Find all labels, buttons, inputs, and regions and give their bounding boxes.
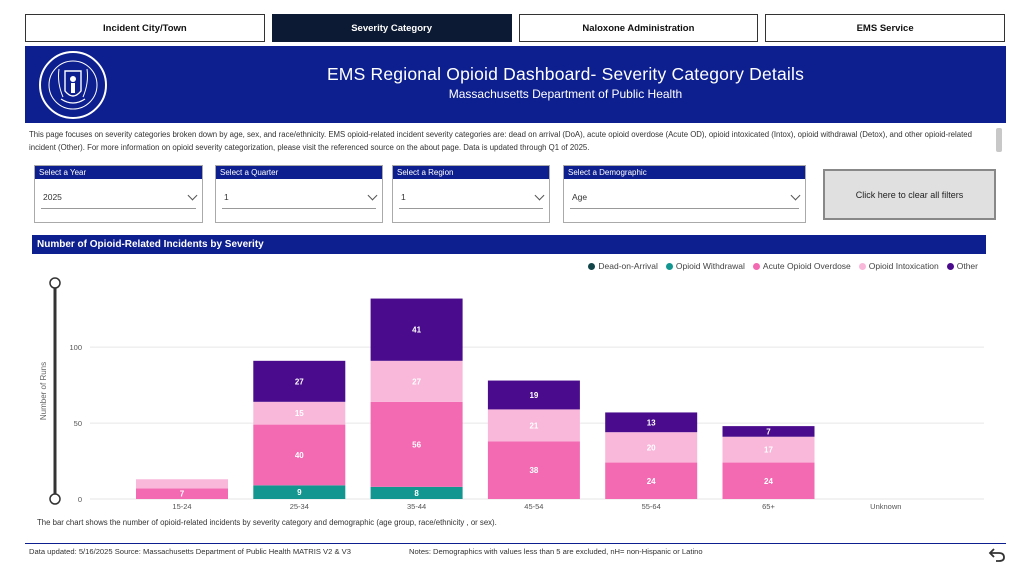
footer-source: Data updated: 5/16/2025 Source: Massachu… bbox=[29, 547, 351, 556]
bar-segment bbox=[253, 360, 346, 402]
footer-notes: Notes: Demographics with values less tha… bbox=[409, 547, 703, 556]
legend-item-other[interactable]: Other bbox=[946, 261, 978, 271]
filter-label: Select a Region bbox=[393, 166, 549, 179]
data-label: 21 bbox=[529, 421, 538, 430]
y-axis-label: Number of Runs bbox=[39, 362, 48, 420]
data-label: 19 bbox=[529, 391, 538, 400]
x-tick-label: 35-44 bbox=[407, 502, 426, 511]
tab-incident-city-town[interactable]: Incident City/Town bbox=[25, 14, 265, 42]
filter-region[interactable]: Select a Region 1 bbox=[392, 165, 550, 223]
y-tick-label: 100 bbox=[69, 343, 82, 352]
legend-item-opioid-intoxication[interactable]: Opioid Intoxication bbox=[858, 261, 939, 271]
y-range-slider-handle-bottom bbox=[49, 493, 61, 505]
data-label: 24 bbox=[647, 477, 656, 486]
tab-ems-service[interactable]: EMS Service bbox=[765, 14, 1005, 42]
x-tick-label: 45-54 bbox=[524, 502, 543, 511]
bar-segment bbox=[487, 409, 580, 442]
data-label: 27 bbox=[412, 377, 421, 386]
data-label: 8 bbox=[414, 489, 419, 498]
legend-dot bbox=[752, 262, 760, 270]
demographic-select[interactable]: Age bbox=[570, 187, 799, 209]
bar-segment bbox=[605, 462, 698, 499]
page-subtitle: Massachusetts Department of Public Healt… bbox=[448, 87, 683, 101]
y-range-slider-handle-top bbox=[49, 277, 61, 289]
data-label: 17 bbox=[764, 446, 773, 455]
x-tick-label: 25-34 bbox=[290, 502, 309, 511]
bar-segment bbox=[722, 426, 815, 437]
massachusetts-seal-icon bbox=[39, 51, 107, 119]
data-label: 41 bbox=[412, 326, 421, 335]
legend-dot bbox=[588, 262, 596, 270]
page-title: EMS Regional Opioid Dashboard- Severity … bbox=[326, 64, 805, 84]
filter-quarter[interactable]: Select a Quarter 1 bbox=[215, 165, 383, 223]
legend-dot bbox=[665, 262, 673, 270]
region-select[interactable]: 1 bbox=[399, 187, 543, 209]
data-label: 13 bbox=[647, 418, 656, 427]
chart-caption: The bar chart shows the number of opioid… bbox=[37, 518, 497, 527]
intro-scrollbar[interactable] bbox=[996, 128, 1002, 152]
clear-filters-button[interactable]: Click here to clear all filters bbox=[823, 169, 996, 220]
x-tick-label: 15-24 bbox=[172, 502, 191, 511]
year-select[interactable]: 2025 bbox=[41, 187, 196, 209]
bar-segment bbox=[253, 401, 346, 425]
legend-item-opioid-withdrawal[interactable]: Opioid Withdrawal bbox=[665, 261, 745, 271]
tab-naloxone-administration[interactable]: Naloxone Administration bbox=[518, 14, 759, 42]
filter-demographic[interactable]: Select a Demographic Age bbox=[563, 165, 806, 223]
tab-severity-category[interactable]: Severity Category bbox=[271, 14, 512, 42]
filter-label: Select a Demographic bbox=[564, 166, 805, 179]
quarter-select[interactable]: 1 bbox=[222, 187, 376, 209]
undo-icon[interactable] bbox=[988, 545, 1006, 563]
bar-segment bbox=[370, 401, 463, 487]
filter-label: Select a Quarter bbox=[216, 166, 382, 179]
legend-dot bbox=[946, 262, 954, 270]
legend-dot bbox=[858, 262, 866, 270]
legend-label: Other bbox=[956, 261, 978, 271]
y-tick-label: 0 bbox=[78, 495, 82, 504]
intro-text: This page focuses on severity categories… bbox=[29, 130, 972, 152]
legend-item-acute-opioid-overdose[interactable]: Acute Opioid Overdose bbox=[752, 261, 851, 271]
legend-label: Opioid Withdrawal bbox=[675, 261, 745, 271]
bar-segment bbox=[370, 486, 463, 499]
data-label: 15 bbox=[295, 409, 304, 418]
filter-year[interactable]: Select a Year 2025 bbox=[34, 165, 203, 223]
bar-segment bbox=[487, 441, 580, 499]
x-tick-label: 65+ bbox=[762, 502, 775, 511]
legend-item-dead-on-arrival[interactable]: Dead-on-Arrival bbox=[588, 261, 658, 271]
data-label: 7 bbox=[180, 490, 185, 499]
filter-label: Select a Year bbox=[35, 166, 202, 179]
bar-segment bbox=[722, 462, 815, 499]
bar-segment bbox=[605, 412, 698, 433]
bar-segment bbox=[722, 436, 815, 463]
data-label: 27 bbox=[295, 377, 304, 386]
x-tick-label: Unknown bbox=[870, 502, 901, 511]
chart-legend: Dead-on-Arrival Opioid Withdrawal Acute … bbox=[588, 261, 978, 271]
bar-segment bbox=[136, 479, 228, 489]
data-label: 56 bbox=[412, 440, 421, 449]
chart-title: Number of Opioid-Related Incidents by Se… bbox=[32, 235, 986, 254]
data-label: 40 bbox=[295, 451, 304, 460]
severity-bar-chart: 0 50 100 Number of Runs 7 15-24 9 40 15 27 25-34 8 5… bbox=[39, 277, 984, 511]
data-label: 24 bbox=[764, 477, 773, 486]
legend-label: Opioid Intoxication bbox=[868, 261, 939, 271]
bar-segment bbox=[370, 360, 463, 402]
data-label: 7 bbox=[766, 427, 771, 436]
bar-segment bbox=[370, 298, 463, 361]
legend-label: Acute Opioid Overdose bbox=[762, 261, 851, 271]
header-banner: EMS Regional Opioid Dashboard- Severity … bbox=[25, 46, 1006, 123]
bar-segment bbox=[253, 485, 346, 499]
data-label: 20 bbox=[647, 443, 656, 452]
bar-segment bbox=[136, 488, 228, 499]
bar-segment bbox=[605, 432, 698, 463]
data-label: 9 bbox=[297, 488, 302, 497]
data-label: 38 bbox=[529, 466, 538, 475]
legend-label: Dead-on-Arrival bbox=[598, 261, 658, 271]
footer-divider bbox=[25, 543, 1006, 544]
bar-segment bbox=[253, 424, 346, 486]
x-tick-label: 55-64 bbox=[642, 502, 661, 511]
bar-segment bbox=[487, 380, 580, 410]
page-tabs: Incident City/Town Severity Category Nal… bbox=[25, 14, 1005, 42]
y-tick-label: 50 bbox=[74, 419, 82, 428]
